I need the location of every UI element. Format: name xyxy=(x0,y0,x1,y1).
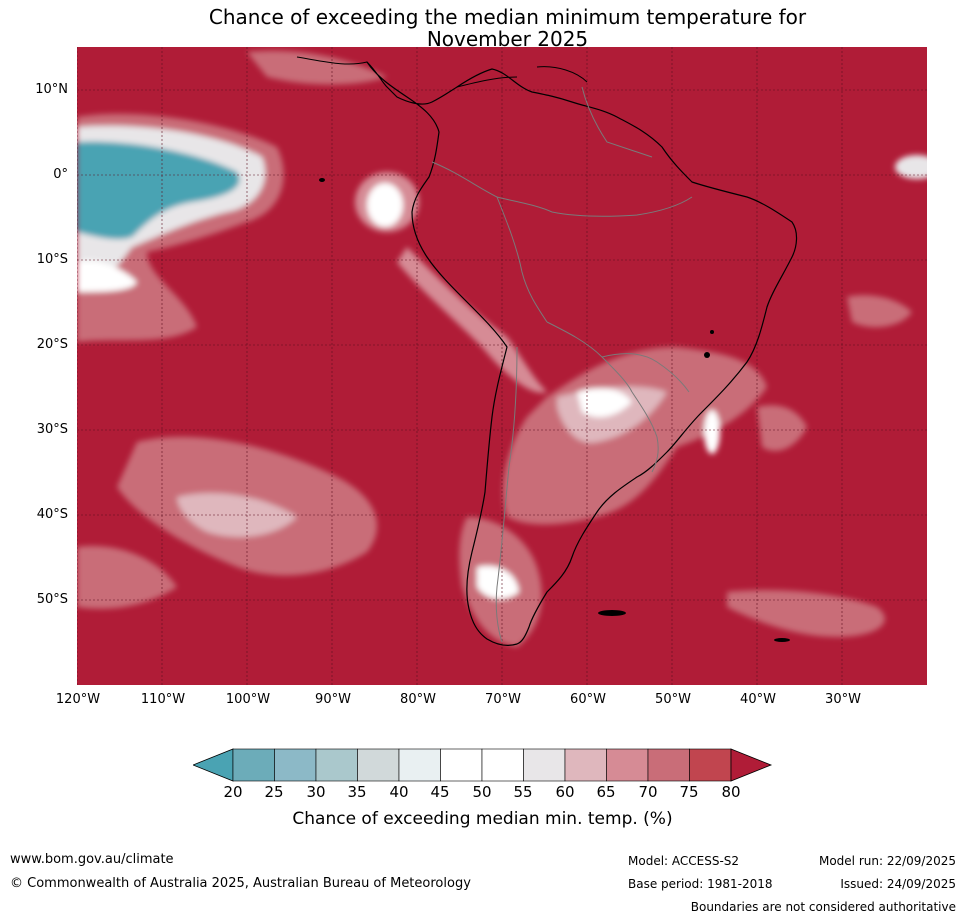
lon-label-110w: 110°W xyxy=(140,692,186,707)
colorbar-tick-80: 80 xyxy=(721,783,741,801)
colorbar-segment xyxy=(274,748,317,782)
map-title-line2: November 2025 xyxy=(426,27,589,51)
footer-base-period: Base period: 1981-2018 xyxy=(628,877,773,891)
lat-label-40s: 40°S xyxy=(36,507,68,522)
lon-label-50w: 50°W xyxy=(655,692,691,707)
south-atlantic-patch-2 xyxy=(727,590,885,637)
colorbar-tick-60: 60 xyxy=(555,783,575,801)
east-atlantic-patch xyxy=(847,295,912,328)
colorbar-tick-25: 25 xyxy=(264,783,284,801)
colorbar-tick-40: 40 xyxy=(389,783,409,801)
lat-label-10n: 10°N xyxy=(35,82,68,97)
colorbar-right-arrow xyxy=(730,748,773,782)
caribbean-coastline xyxy=(296,56,588,88)
south-america-coastline xyxy=(366,61,798,646)
lon-label-60w: 60°W xyxy=(570,692,606,707)
lon-label-30w: 30°W xyxy=(825,692,861,707)
colorbar-segment xyxy=(357,748,400,782)
equatorial-atlantic-white xyxy=(895,155,927,179)
map-canvas xyxy=(77,47,927,685)
north-pacific-patch xyxy=(247,50,387,85)
probability-patches xyxy=(77,50,927,647)
colorbar xyxy=(191,748,773,782)
lon-label-100w: 100°W xyxy=(225,692,271,707)
footer-copyright: © Commonwealth of Australia 2025, Austra… xyxy=(10,876,471,891)
lat-label-50s: 50°S xyxy=(36,592,68,607)
lon-label-120w: 120°W xyxy=(55,692,101,707)
colorbar-label: Chance of exceeding median min. temp. (%… xyxy=(292,809,673,829)
pacific-patch-inner xyxy=(77,141,240,240)
colorbar-tick-30: 30 xyxy=(306,783,326,801)
footer-disclaimer: Boundaries are not considered authoritat… xyxy=(690,900,956,914)
islands xyxy=(319,178,790,642)
colorbar-segment xyxy=(232,748,275,782)
colorbar-segment xyxy=(564,748,607,782)
colorbar-segment xyxy=(523,748,566,782)
pacific-patch-white xyxy=(77,260,137,292)
colorbar-tick-55: 55 xyxy=(513,783,533,801)
colorbar-segment xyxy=(606,748,649,782)
colorbar-tick-75: 75 xyxy=(679,783,699,801)
colorbar-tick-45: 45 xyxy=(430,783,450,801)
footer-url[interactable]: www.bom.gov.au/climate xyxy=(10,852,174,867)
map-title-line1: Chance of exceeding the median minimum t… xyxy=(208,5,807,29)
lon-label-90w: 90°W xyxy=(315,692,351,707)
footer-model-run: Model run: 22/09/2025 xyxy=(818,854,956,868)
footer-issued: Issued: 24/09/2025 xyxy=(840,877,956,891)
colorbar-tick-35: 35 xyxy=(347,783,367,801)
colorbar-segment xyxy=(398,748,441,782)
colorbar-left-arrow xyxy=(191,748,234,782)
map-gridlines xyxy=(77,47,927,685)
continent-patch-white xyxy=(577,388,632,418)
andes-patch xyxy=(397,247,547,393)
lat-label-30s: 30°S xyxy=(36,422,68,437)
lat-label-20s: 20°S xyxy=(36,337,68,352)
colorbar-segment xyxy=(440,748,483,782)
south-atlantic-white xyxy=(704,410,720,454)
colorbar-segment xyxy=(689,748,732,782)
lon-label-70w: 70°W xyxy=(485,692,521,707)
lat-label-0: 0° xyxy=(53,167,68,182)
forecast-map xyxy=(77,47,927,685)
lon-label-80w: 80°W xyxy=(400,692,436,707)
colorbar-tick-70: 70 xyxy=(638,783,658,801)
colorbar-segment xyxy=(315,748,358,782)
colorbar-tick-65: 65 xyxy=(596,783,616,801)
colorbar-tick-50: 50 xyxy=(472,783,492,801)
footer-model: Model: ACCESS-S2 xyxy=(628,854,740,868)
south-pacific-patch-2 xyxy=(77,546,177,609)
lat-label-10s: 10°S xyxy=(36,252,68,267)
colorbar-svg xyxy=(191,748,773,782)
country-boundaries xyxy=(431,86,693,643)
colorbar-tick-20: 20 xyxy=(223,783,243,801)
colorbar-segment xyxy=(647,748,690,782)
galapagos-patch-inner xyxy=(367,183,403,227)
south-atlantic-patch xyxy=(757,405,807,451)
continent-patch-outer xyxy=(503,347,767,525)
colorbar-segment xyxy=(481,748,524,782)
lon-label-40w: 40°W xyxy=(740,692,776,707)
